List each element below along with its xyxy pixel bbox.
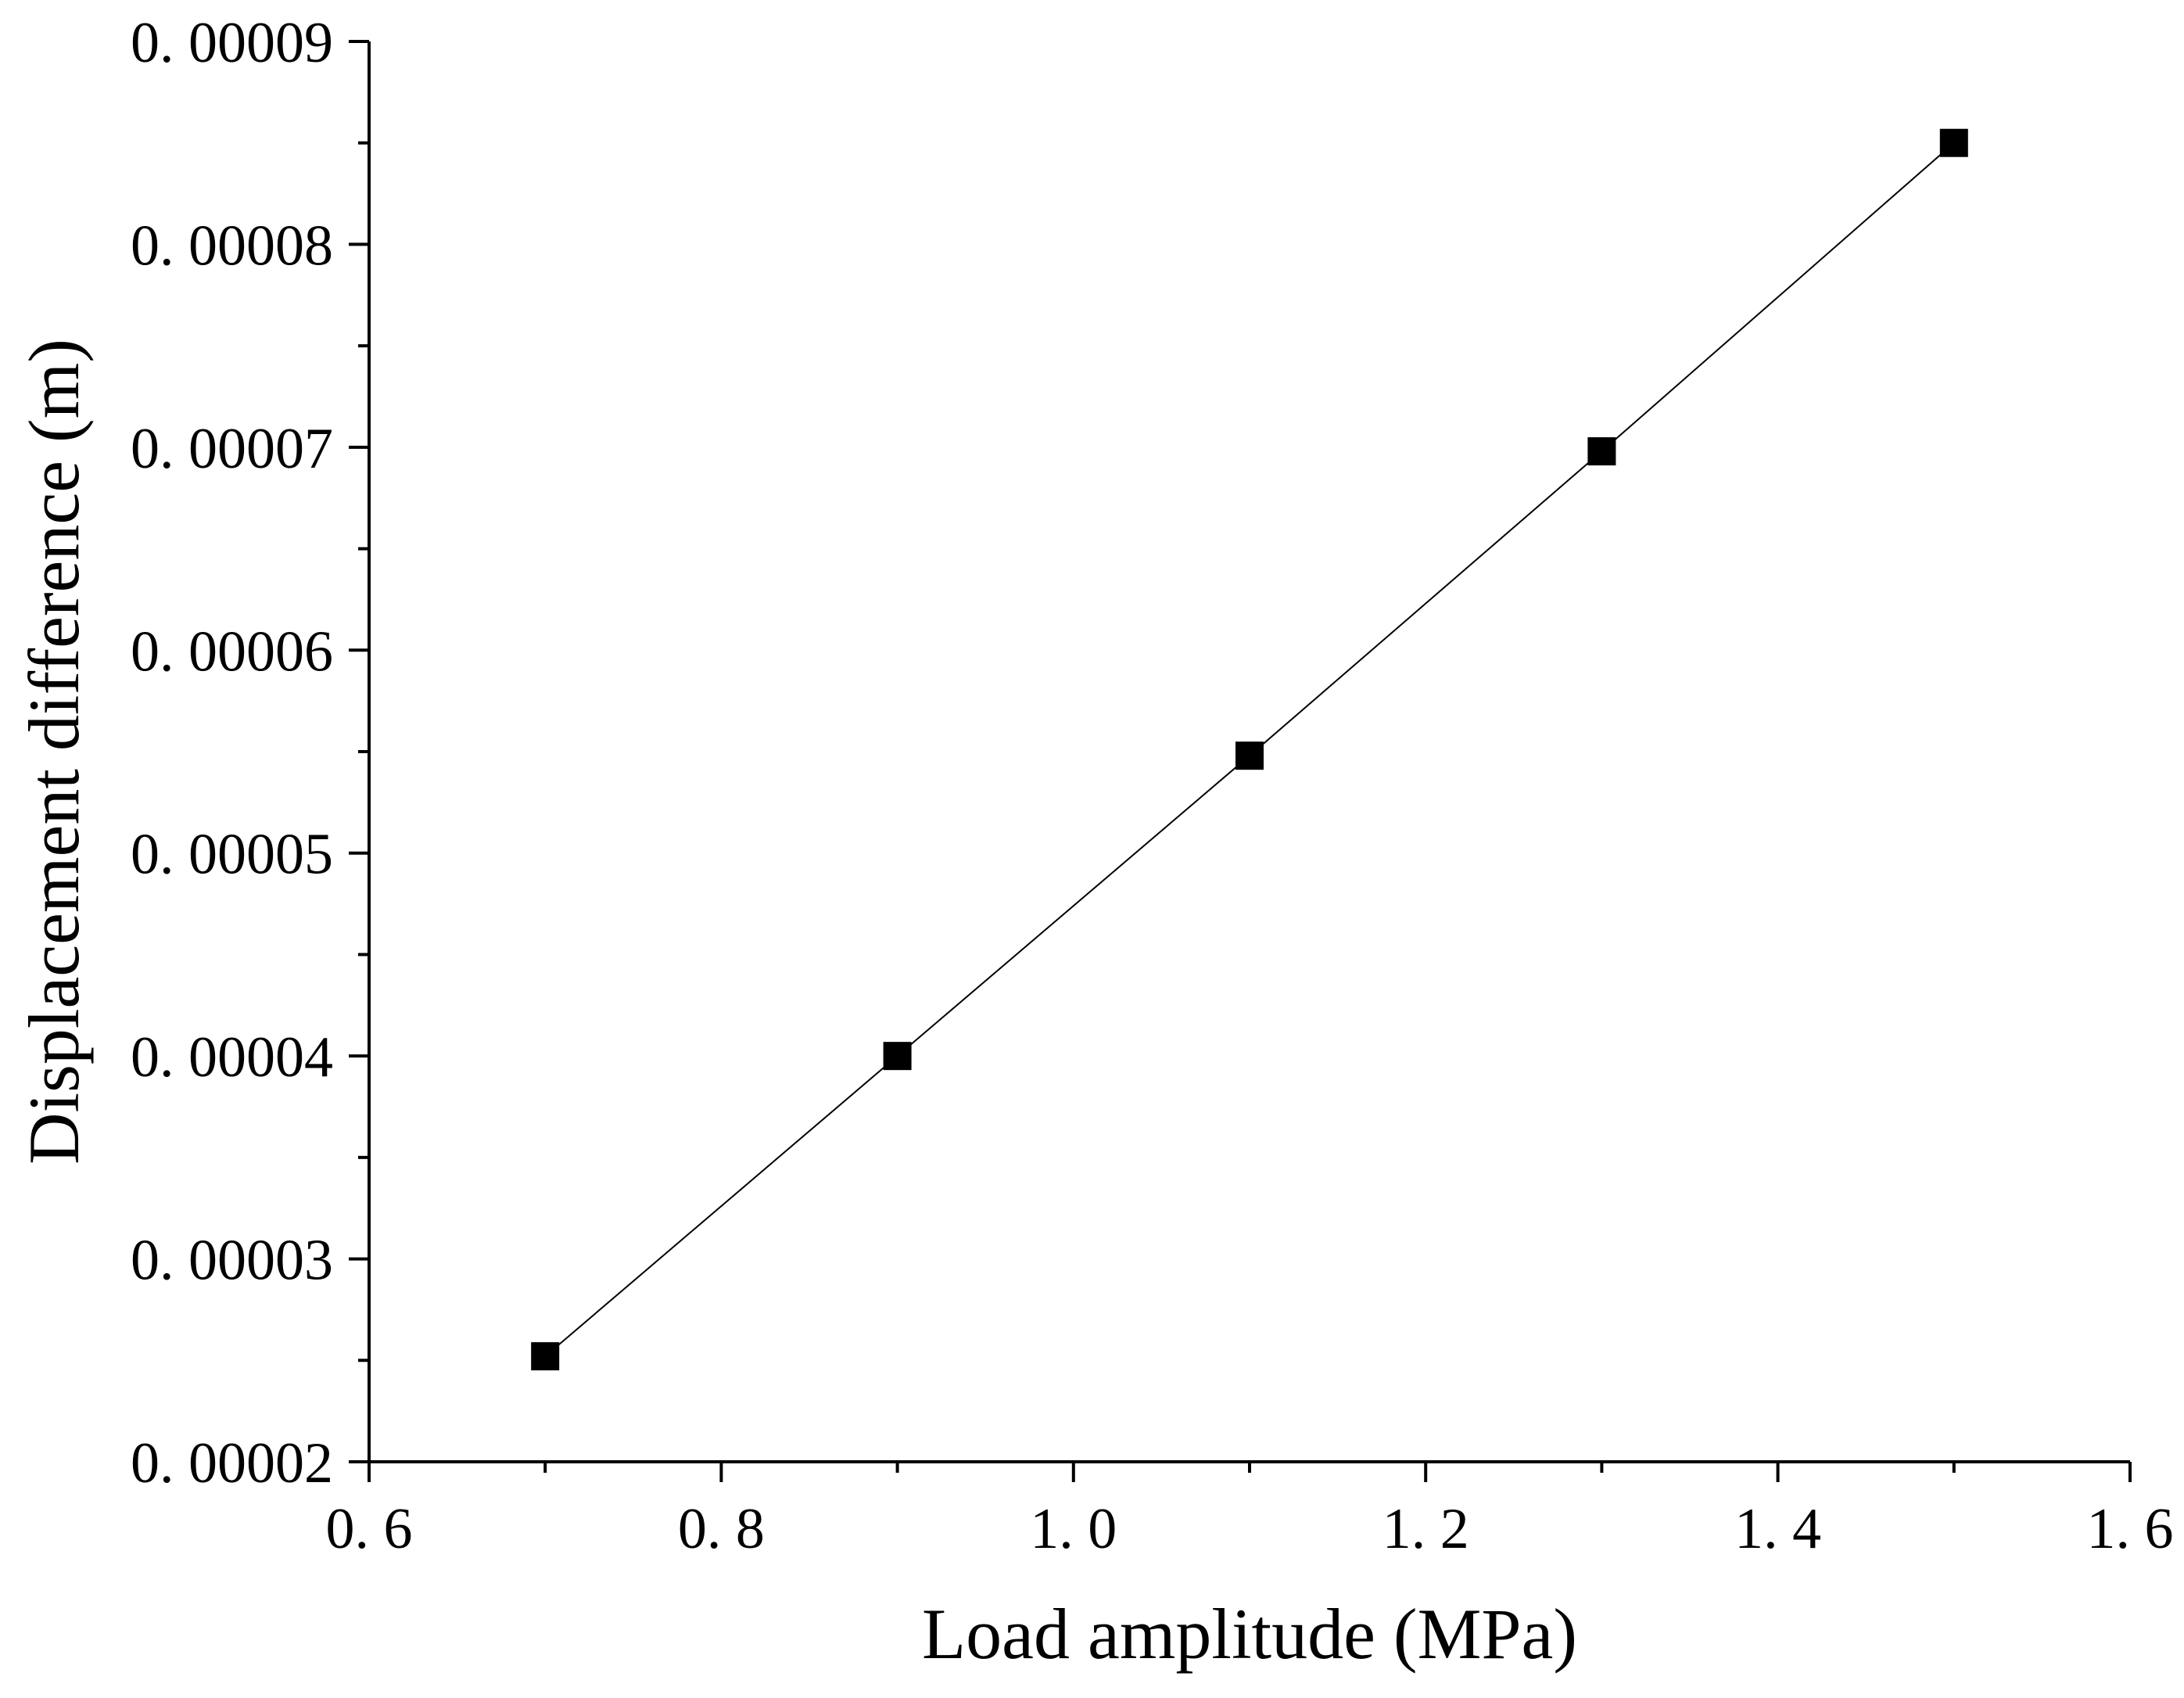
x-tick-label: 1. 0 [1030,1497,1117,1561]
x-tick-label: 0. 6 [326,1497,413,1561]
y-tick-label: 0. 00004 [131,1025,333,1090]
y-tick-label: 0. 00002 [131,1431,333,1495]
y-tick-label: 0. 00007 [131,417,333,481]
data-point-marker [531,1342,560,1371]
y-tick-label: 0. 00006 [131,619,333,684]
y-axis-title: Displacement difference (m) [14,339,94,1165]
axes: 0. 6 0. 8 1. 0 1. 2 1. 4 1. 6 0. 00002 0. 00003… [131,11,2174,1561]
x-tick-label: 0. 8 [678,1497,765,1561]
x-tick-label: 1. 6 [2087,1497,2174,1561]
y-tick-label: 0. 00005 [131,823,333,887]
data-point-marker [883,1042,912,1071]
x-tick-label: 1. 4 [1734,1497,1821,1561]
y-tick-label: 0. 00003 [131,1229,333,1293]
y-tick-label: 0. 00009 [131,11,333,75]
x-tick-label: 1. 2 [1382,1497,1469,1561]
series-layer [531,128,1968,1371]
x-axis-title: Load amplitude (MPa) [922,1594,1577,1674]
data-point-marker [1939,128,1968,157]
data-point-marker [1587,437,1616,466]
data-point-marker [1235,741,1264,770]
y-tick-label: 0. 00008 [131,214,333,278]
